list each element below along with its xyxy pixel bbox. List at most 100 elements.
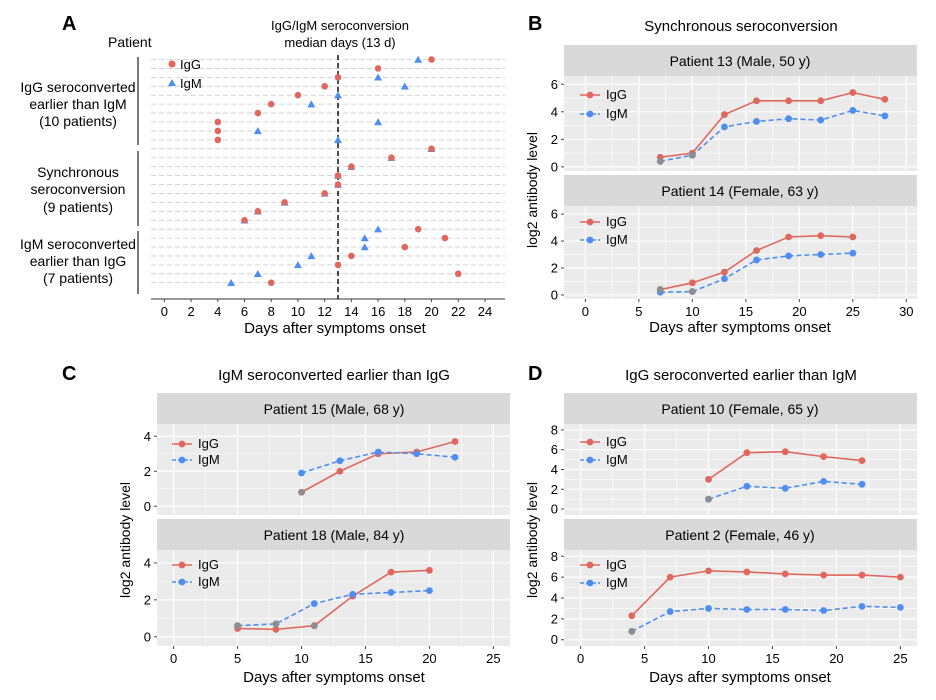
series-line-igm (708, 480, 863, 500)
data-point-igm (310, 600, 318, 607)
igg-marker (388, 154, 395, 162)
x-tick-label: 5 (635, 304, 642, 319)
igm-marker (253, 270, 262, 278)
x-tick-label: 10 (291, 304, 305, 319)
x-tick-label: 8 (268, 304, 275, 319)
legend-igg-label: IgG (606, 214, 627, 229)
panel-b-facet2-plot (561, 206, 917, 299)
igm-marker (360, 234, 369, 242)
group-label-line: Synchronous (37, 164, 119, 180)
igg-marker (267, 100, 275, 108)
x-tick-label: 5 (234, 651, 241, 666)
x-tick-label: 6 (241, 304, 248, 319)
igm-marker (227, 278, 236, 286)
panel-a-group-igg-earlier: IgG seroconverted earlier than IgM (10 p… (20, 57, 139, 145)
panel-b-letter: B (528, 13, 542, 35)
data-point-igg (896, 573, 904, 581)
data-point-igg (743, 449, 751, 457)
panel-a-title-line2: median days (13 d) (284, 35, 395, 50)
y-tick-label: 6 (551, 77, 558, 92)
facet-title: Patient 13 (Male, 50 y) (670, 53, 811, 69)
igg-marker (214, 118, 222, 126)
igg-marker (334, 172, 342, 179)
panel-a-group-igm-earlier: IgM seroconverted earlier than IgG (7 pa… (20, 231, 139, 294)
igm-marker (400, 82, 409, 90)
facet-strip (157, 519, 510, 550)
data-point-igm (721, 275, 728, 283)
igm-marker (374, 73, 383, 81)
panel-c-facet1-plot (154, 424, 510, 515)
panel-d: D IgG seroconverted earlier than IgM log… (524, 363, 917, 686)
data-point-igg (753, 247, 760, 254)
legend-igg-label: IgG (180, 57, 201, 72)
legend-igg-dot (178, 440, 186, 448)
y-tick-label: 0 (144, 499, 151, 514)
x-tick-label: 0 (577, 651, 584, 666)
igm-marker (307, 252, 316, 260)
facet-strip (564, 45, 917, 76)
data-point-igm (858, 602, 866, 610)
y-tick-label: 8 (551, 549, 558, 564)
facet-strip (564, 519, 917, 550)
data-point-igm (721, 123, 728, 131)
data-point-igm (743, 482, 751, 490)
data-point-igg (817, 97, 825, 105)
data-point-igm (753, 256, 760, 264)
igg-marker (374, 65, 382, 72)
panel-c-letter: C (62, 363, 76, 385)
data-point-igg (753, 97, 760, 105)
data-point-igg (387, 568, 395, 576)
group-label-line: seroconversion (31, 181, 126, 197)
data-point-igg (705, 567, 712, 575)
x-tick-label: 10 (701, 651, 715, 666)
panel-a-x-label: Days after symptoms onset (244, 320, 427, 337)
igg-marker (214, 136, 222, 144)
igm-marker (374, 118, 383, 126)
facet-legend: IgG IgM (580, 557, 628, 590)
series-line-igm (660, 109, 886, 163)
igg-marker (334, 181, 342, 188)
panel-b: B Synchronous seroconversion log2 antibo… (524, 13, 917, 336)
x-tick-label: 20 (422, 651, 436, 666)
igg-marker (348, 252, 355, 260)
x-tick-label: 24 (478, 304, 492, 319)
x-tick-label: 14 (344, 304, 358, 319)
data-point-igm (413, 450, 421, 458)
igg-marker (254, 208, 262, 215)
x-ticks: 0 5 10 15 20 25 (577, 646, 908, 666)
data-point-igm (298, 469, 305, 477)
igg-marker (267, 279, 275, 287)
facet-title: Patient 14 (Female, 63 y) (661, 183, 818, 199)
data-point-igm (817, 116, 825, 124)
series-line-igm (631, 605, 901, 633)
group-label-line: (10 patients) (39, 113, 117, 129)
data-point-igg (781, 448, 789, 456)
data-point-seronegative (628, 627, 636, 635)
data-point-igg (721, 268, 728, 276)
y-tick-label: 6 (551, 442, 558, 457)
x-tick-label: 10 (685, 304, 699, 319)
panel-c-facet2-plot (154, 550, 510, 646)
x-tick-label: 20 (792, 304, 806, 319)
legend-igg-label: IgG (198, 436, 219, 451)
y-ticks: 0 2 4 (144, 429, 151, 514)
x-tick-label: 5 (641, 651, 648, 666)
x-tick-label: 30 (899, 304, 913, 319)
igm-marker (374, 225, 383, 233)
data-point-seronegative (656, 286, 664, 293)
facet-title: Patient 10 (Female, 65 y) (661, 401, 818, 417)
panel-d-facet2-plot (561, 550, 917, 646)
igg-marker (241, 216, 248, 224)
plot-background (564, 206, 917, 299)
x-ticks: 0 5 10 15 20 25 (170, 646, 501, 666)
y-tick-label: 4 (551, 234, 558, 249)
group-label-line: earlier than IgG (30, 253, 127, 269)
x-tick-label: 0 (170, 651, 177, 666)
y-tick-label: 2 (551, 482, 558, 497)
legend-igg-label: IgG (606, 557, 627, 572)
x-tick-label: 25 (893, 651, 907, 666)
data-point-igm (881, 112, 889, 120)
legend-igm-label: IgM (180, 76, 202, 91)
panel-b-x-label: Days after symptoms onset (649, 319, 832, 336)
y-tick-label: 0 (551, 287, 558, 302)
